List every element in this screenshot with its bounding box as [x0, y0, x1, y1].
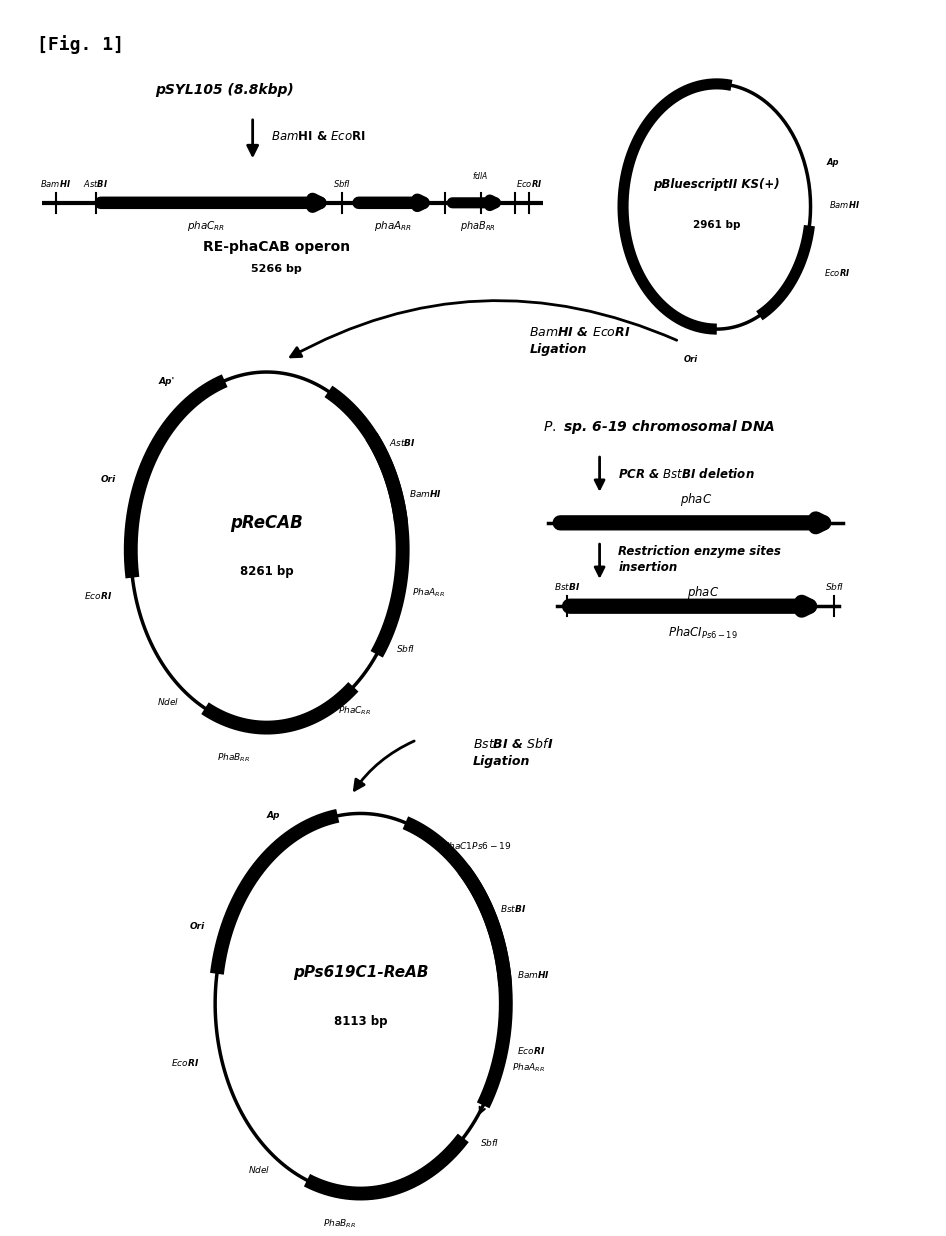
- Text: $\mathit{Ndel}$: $\mathit{Ndel}$: [157, 696, 180, 707]
- Text: $\mathit{fdlA}$: $\mathit{fdlA}$: [472, 169, 489, 180]
- Text: Ori: Ori: [684, 355, 698, 365]
- Text: 5266 bp: 5266 bp: [251, 265, 302, 274]
- Text: $\mathit{PhaA}_{\mathit{RR}}$: $\mathit{PhaA}_{\mathit{RR}}$: [412, 587, 445, 599]
- Text: Ap: Ap: [826, 158, 838, 167]
- Text: Ori: Ori: [100, 475, 115, 483]
- Text: $\mathit{Eco}$RI: $\mathit{Eco}$RI: [517, 178, 542, 189]
- Text: pSYL105 (8.8kbp): pSYL105 (8.8kbp): [155, 83, 294, 96]
- Text: $\mathit{Bam}$HI: $\mathit{Bam}$HI: [517, 969, 550, 980]
- Text: $\mathit{Bst}$BI: $\mathit{Bst}$BI: [500, 902, 527, 913]
- Text: $\mathit{PhaA}_{\mathit{RR}}$: $\mathit{PhaA}_{\mathit{RR}}$: [512, 1062, 545, 1074]
- Text: $\mathit{Ast}$BI: $\mathit{Ast}$BI: [83, 178, 109, 189]
- Text: $\mathit{Eco}$RI: $\mathit{Eco}$RI: [170, 1057, 199, 1068]
- Text: $\mathit{PhaB}_{\mathit{RR}}$: $\mathit{PhaB}_{\mathit{RR}}$: [218, 751, 250, 764]
- Text: 8113 bp: 8113 bp: [334, 1016, 387, 1028]
- Text: pBluescriptII KS(+): pBluescriptII KS(+): [654, 178, 780, 190]
- Text: $\mathit{Eco}$RI: $\mathit{Eco}$RI: [824, 267, 850, 278]
- Text: $\mathit{Bst}$BI: $\mathit{Bst}$BI: [553, 581, 580, 592]
- Text: Ori: Ori: [190, 922, 205, 931]
- Text: $\mathit{Bam}$HI: $\mathit{Bam}$HI: [41, 178, 71, 189]
- Text: $\mathit{PhaC}_{\mathit{RR}}$: $\mathit{PhaC}_{\mathit{RR}}$: [339, 705, 372, 717]
- Text: $\mathit{Eco}$RI: $\mathit{Eco}$RI: [517, 1044, 545, 1056]
- Text: $\mathit{PhaC1Ps6-19}$: $\mathit{PhaC1Ps6-19}$: [443, 839, 511, 850]
- Text: $\mathit{phaC}$: $\mathit{phaC}$: [679, 491, 711, 508]
- Text: $\mathit{Bam}$HI: $\mathit{Bam}$HI: [410, 488, 443, 499]
- Text: Ap: Ap: [267, 811, 280, 819]
- Text: $\mathit{SbfI}$: $\mathit{SbfI}$: [333, 178, 351, 189]
- Text: PCR & $\mathit{Bst}$BI deletion: PCR & $\mathit{Bst}$BI deletion: [619, 467, 755, 481]
- Text: $\mathit{phaC}$: $\mathit{phaC}$: [687, 585, 719, 602]
- Text: pReCAB: pReCAB: [230, 514, 303, 531]
- Text: $\mathit{phaC}_{\mathit{RR}}$: $\mathit{phaC}_{\mathit{RR}}$: [186, 219, 225, 232]
- Text: $\mathit{Eco}$RI: $\mathit{Eco}$RI: [83, 591, 112, 602]
- Text: [Fig. 1]: [Fig. 1]: [37, 35, 124, 54]
- Text: $\mathit{Ast}$BI: $\mathit{Ast}$BI: [390, 438, 416, 449]
- Text: $\mathit{Bam}$HI & $\mathit{Eco}$RI: $\mathit{Bam}$HI & $\mathit{Eco}$RI: [272, 130, 366, 143]
- Text: $\mathit{Bam}$HI & $\mathit{Eco}$RI
Ligation: $\mathit{Bam}$HI & $\mathit{Eco}$RI Liga…: [529, 326, 631, 356]
- Text: $\mathit{phaB}_{\mathit{RR}}$: $\mathit{phaB}_{\mathit{RR}}$: [460, 219, 496, 232]
- Text: $\mathit{Ndel}$: $\mathit{Ndel}$: [248, 1163, 270, 1174]
- Text: Restriction enzyme sites
insertion: Restriction enzyme sites insertion: [619, 545, 781, 575]
- Text: $\mathit{phaA}_{\mathit{RR}}$: $\mathit{phaA}_{\mathit{RR}}$: [375, 219, 412, 232]
- Text: $\mathit{SbfI}$: $\mathit{SbfI}$: [480, 1137, 499, 1148]
- Text: Ap': Ap': [159, 377, 175, 386]
- Text: $\mathit{SbfI}$: $\mathit{SbfI}$: [395, 643, 414, 654]
- Text: $\mathit{Bam}$HI: $\mathit{Bam}$HI: [829, 199, 860, 210]
- Text: 8261 bp: 8261 bp: [240, 565, 293, 578]
- Text: $\mathit{Bst}$BI & $\mathit{Sbf}$I
Ligation: $\mathit{Bst}$BI & $\mathit{Sbf}$I Ligat…: [473, 737, 553, 768]
- Text: $\mathit{P.}$ sp. 6-19 chromosomal DNA: $\mathit{P.}$ sp. 6-19 chromosomal DNA: [543, 418, 776, 436]
- Text: $\mathit{PhaB}_{\mathit{RR}}$: $\mathit{PhaB}_{\mathit{RR}}$: [323, 1217, 356, 1231]
- Text: $\mathit{PhaCI}_{\mathit{Ps6-19}}$: $\mathit{PhaCI}_{\mathit{Ps6-19}}$: [668, 624, 738, 640]
- Text: RE-phaCAB operon: RE-phaCAB operon: [202, 240, 350, 253]
- Text: $\mathit{SbfI}$: $\mathit{SbfI}$: [825, 581, 844, 592]
- Text: 2961 bp: 2961 bp: [693, 220, 741, 230]
- Text: pPs619C1-ReAB: pPs619C1-ReAB: [292, 965, 429, 980]
